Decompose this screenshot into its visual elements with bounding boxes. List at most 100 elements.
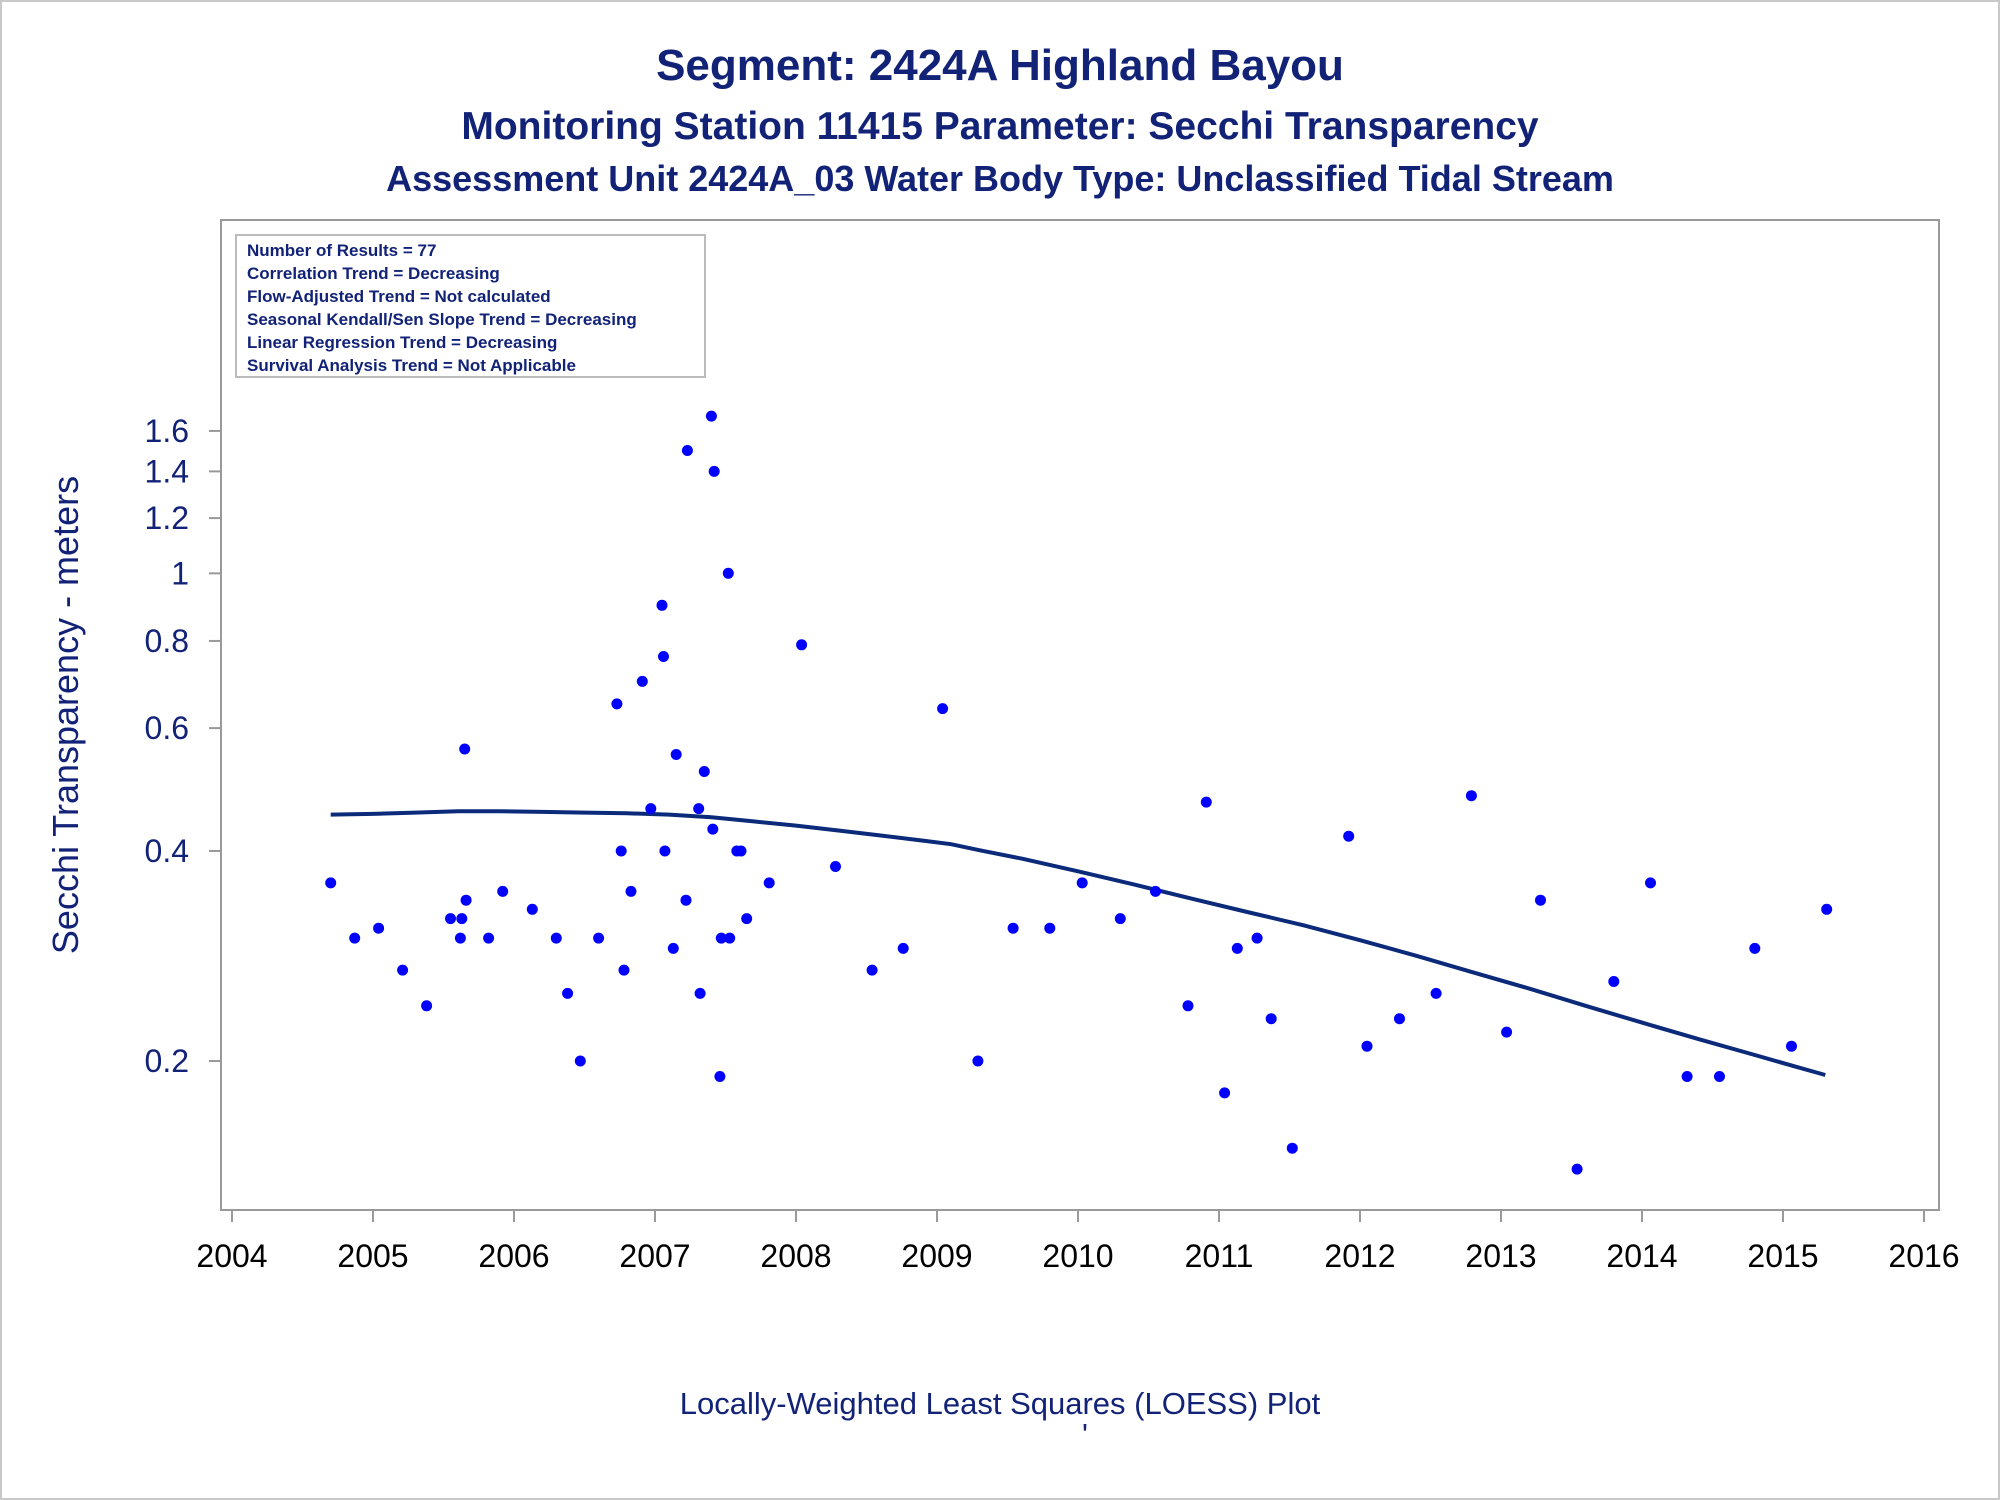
data-point bbox=[708, 465, 720, 477]
data-point bbox=[707, 823, 719, 835]
plot-area bbox=[220, 219, 1940, 1211]
data-point bbox=[397, 964, 409, 976]
data-point bbox=[1286, 1142, 1298, 1154]
stats-inset: Number of Results = 77 Correlation Trend… bbox=[235, 234, 706, 378]
x-tick-label: 2016 bbox=[1888, 1238, 1959, 1274]
data-point bbox=[562, 987, 574, 999]
data-point bbox=[1465, 790, 1477, 802]
data-point bbox=[1608, 976, 1620, 987]
data-point bbox=[459, 743, 471, 755]
data-point bbox=[349, 932, 361, 944]
data-point bbox=[735, 845, 747, 857]
stat-seasonal-kendall: Seasonal Kendall/Sen Slope Trend = Decre… bbox=[247, 310, 637, 329]
stat-flow-adjusted: Flow-Adjusted Trend = Not calculated bbox=[247, 287, 551, 306]
y-tick-label: 0.8 bbox=[145, 623, 189, 659]
data-point bbox=[1265, 1013, 1277, 1025]
data-point bbox=[1076, 877, 1088, 889]
data-point bbox=[1007, 922, 1019, 934]
chart-title: Segment: 2424A Highland Bayou bbox=[656, 41, 1344, 90]
data-point bbox=[1182, 1000, 1194, 1012]
data-point bbox=[694, 987, 706, 999]
data-point bbox=[456, 913, 468, 925]
data-point bbox=[866, 964, 878, 976]
x-tick-label: 2009 bbox=[901, 1238, 972, 1274]
data-point bbox=[445, 913, 456, 925]
y-tick-label: 1.4 bbox=[145, 453, 189, 489]
data-point bbox=[705, 410, 717, 422]
x-tick-label: 2008 bbox=[760, 1238, 831, 1274]
data-point bbox=[1681, 1071, 1693, 1082]
data-point bbox=[656, 599, 668, 611]
data-points bbox=[325, 410, 1833, 1175]
data-point bbox=[715, 932, 727, 944]
data-point bbox=[741, 913, 753, 925]
loess-curve bbox=[330, 809, 1826, 1077]
data-point bbox=[659, 845, 671, 857]
data-point bbox=[1714, 1071, 1725, 1082]
data-point bbox=[714, 1071, 726, 1082]
data-point bbox=[1200, 796, 1212, 808]
x-axis: 2004 2005 2006 2007 2008 2009 2010 2011 2012 2013… bbox=[196, 1210, 1960, 1274]
data-point bbox=[1361, 1040, 1373, 1052]
data-point bbox=[1535, 894, 1546, 906]
y-tick-label: 0.4 bbox=[145, 833, 189, 869]
x-tick-label: 2012 bbox=[1324, 1238, 1395, 1274]
x-tick-label: 2005 bbox=[337, 1238, 408, 1274]
data-point bbox=[724, 932, 736, 944]
stat-results: Number of Results = 77 bbox=[247, 241, 436, 260]
x-tick-label: 2010 bbox=[1042, 1238, 1113, 1274]
data-point bbox=[1231, 942, 1243, 954]
data-point bbox=[618, 964, 630, 976]
footnote-mark: ' bbox=[1082, 1417, 1088, 1452]
data-point bbox=[1114, 913, 1126, 925]
data-point bbox=[830, 861, 841, 872]
y-tick-label: 0.2 bbox=[145, 1043, 189, 1079]
data-point bbox=[483, 932, 495, 944]
data-point bbox=[325, 877, 337, 889]
x-tick-label: 2004 bbox=[196, 1238, 267, 1274]
data-point bbox=[1394, 1013, 1405, 1025]
data-point bbox=[722, 567, 734, 579]
x-tick-label: 2006 bbox=[478, 1238, 549, 1274]
data-point bbox=[658, 651, 669, 662]
y-tick-label: 1.6 bbox=[145, 413, 189, 449]
data-point bbox=[681, 445, 693, 456]
data-point bbox=[611, 698, 623, 710]
data-point bbox=[645, 803, 657, 815]
y-tick-label: 1.2 bbox=[145, 500, 189, 536]
data-point bbox=[574, 1055, 586, 1067]
y-tick-label: 1 bbox=[171, 555, 189, 591]
data-point bbox=[1150, 885, 1161, 897]
y-tick-label: 0.6 bbox=[145, 710, 189, 746]
data-point bbox=[972, 1055, 984, 1067]
data-point bbox=[1749, 942, 1761, 954]
data-point bbox=[1430, 987, 1442, 999]
data-point bbox=[1044, 922, 1056, 934]
data-point bbox=[796, 639, 808, 651]
data-point bbox=[526, 903, 538, 915]
data-point bbox=[763, 877, 775, 889]
stats-inset-box bbox=[235, 234, 706, 378]
data-point bbox=[698, 766, 710, 777]
data-point bbox=[1251, 932, 1263, 944]
chart-subtitle-1: Monitoring Station 11415 Parameter: Secc… bbox=[461, 105, 1539, 148]
x-tick-label: 2007 bbox=[619, 1238, 690, 1274]
data-point bbox=[1501, 1026, 1513, 1038]
data-point bbox=[897, 942, 909, 954]
data-point bbox=[550, 932, 562, 944]
data-point bbox=[454, 932, 466, 944]
footnote: Locally-Weighted Least Squares (LOESS) P… bbox=[680, 1386, 1321, 1421]
data-point bbox=[1645, 877, 1656, 889]
x-tick-label: 2013 bbox=[1465, 1238, 1536, 1274]
stat-linear-regression: Linear Regression Trend = Decreasing bbox=[247, 333, 557, 352]
data-point bbox=[667, 942, 679, 954]
stat-survival: Survival Analysis Trend = Not Applicable bbox=[247, 356, 576, 375]
data-point bbox=[670, 749, 682, 760]
data-point bbox=[937, 703, 949, 715]
y-axis-label: Secchi Transparency - meters bbox=[45, 476, 86, 954]
data-point bbox=[1343, 830, 1355, 842]
y-axis: 0.2 0.4 0.6 0.8 1 1.2 1.4 1.6 bbox=[145, 413, 221, 1079]
data-point bbox=[636, 675, 648, 687]
data-point bbox=[625, 885, 637, 897]
